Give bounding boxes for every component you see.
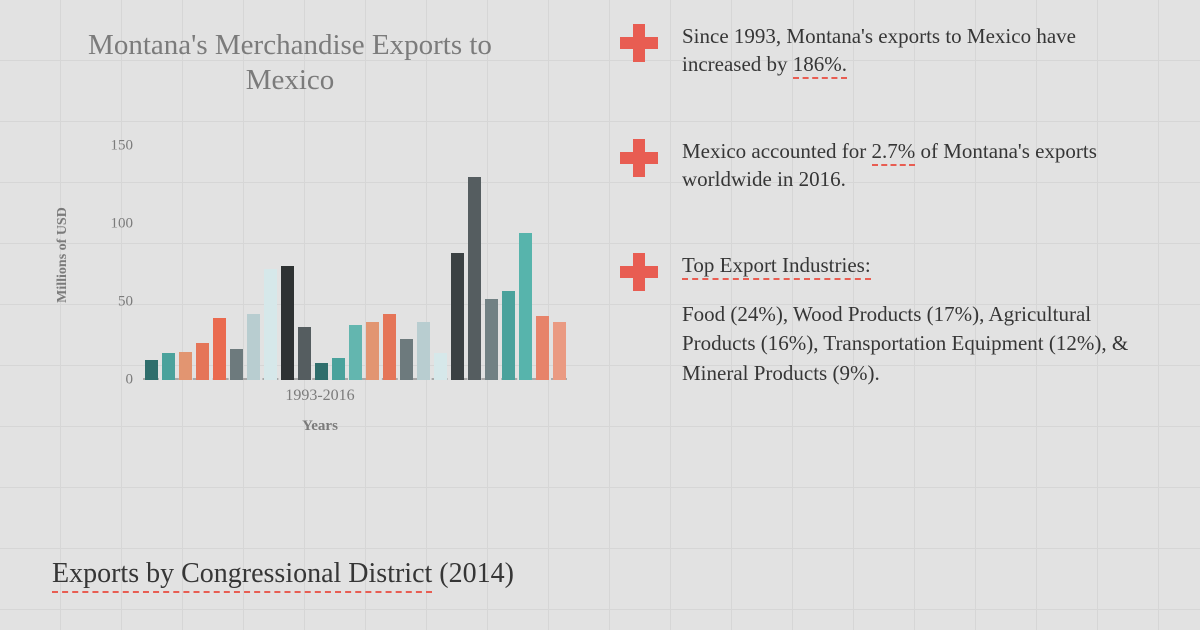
chart-bar <box>145 360 158 380</box>
chart-bar <box>179 352 192 380</box>
chart-bar <box>383 314 396 380</box>
x-axis-range: 1993-2016 <box>85 387 555 405</box>
y-axis-label: Millions of USD <box>55 207 71 303</box>
chart-bar <box>230 349 243 380</box>
chart-bar <box>196 343 209 381</box>
chart-bar <box>502 291 515 380</box>
bullet-text: Top Export Industries: <box>682 251 1160 279</box>
accent-text: 2.7% <box>872 139 916 166</box>
chart-bar <box>434 353 447 380</box>
chart-bar <box>366 322 379 380</box>
chart-bar <box>468 177 481 380</box>
bullet-text: Mexico accounted for 2.7% of Montana's e… <box>682 137 1160 194</box>
chart-bar <box>451 253 464 380</box>
chart-bar <box>247 314 260 380</box>
bullet-item: Since 1993, Montana's exports to Mexico … <box>620 22 1160 79</box>
accent-text: 186%. <box>793 52 847 79</box>
bullet-item: Top Export Industries: Food (24%), Wood P… <box>620 251 1160 388</box>
chart-bar <box>162 353 175 380</box>
section-title: Exports by Congressional District (2014) <box>52 558 514 590</box>
plus-icon <box>620 139 658 177</box>
chart-bar <box>400 339 413 380</box>
y-axis-tick: 150 <box>93 137 133 154</box>
text-segment: Since 1993, Montana's exports to Mexico … <box>682 24 1076 76</box>
accent-text: Top Export Industries: <box>682 253 871 280</box>
y-axis-tick: 50 <box>93 293 133 310</box>
chart-bar <box>485 299 498 380</box>
chart-bar <box>315 363 328 380</box>
bar-chart: Millions of USD 1993-2016 Years 05010015… <box>85 130 555 380</box>
text-segment: (2014) <box>432 558 514 589</box>
y-axis-tick: 100 <box>93 215 133 232</box>
chart-bar <box>298 327 311 380</box>
chart-bar <box>332 358 345 380</box>
text-segment: Mexico accounted for <box>682 139 872 163</box>
page-content: Montana's Merchandise Exports to Mexico … <box>0 0 1200 630</box>
bullet-item: Mexico accounted for 2.7% of Montana's e… <box>620 137 1160 194</box>
bullets-list: Since 1993, Montana's exports to Mexico … <box>620 22 1160 446</box>
chart-bar <box>519 233 532 380</box>
y-axis-tick: 0 <box>93 372 133 389</box>
chart-plot-area <box>145 130 555 380</box>
bullet-body: Food (24%), Wood Products (17%), Agricul… <box>682 300 1160 388</box>
plus-icon <box>620 24 658 62</box>
chart-bar <box>417 322 430 380</box>
chart-bar <box>536 316 549 380</box>
bullet-text: Since 1993, Montana's exports to Mexico … <box>682 22 1160 79</box>
chart-bar <box>281 266 294 380</box>
chart-bar <box>349 325 362 380</box>
plus-icon <box>620 253 658 291</box>
chart-bar <box>553 322 566 380</box>
accent-text: Exports by Congressional District <box>52 558 432 593</box>
chart-bar <box>264 269 277 380</box>
chart-title: Montana's Merchandise Exports to Mexico <box>70 28 510 98</box>
x-axis-label: Years <box>85 418 555 435</box>
chart-bar <box>213 318 226 381</box>
